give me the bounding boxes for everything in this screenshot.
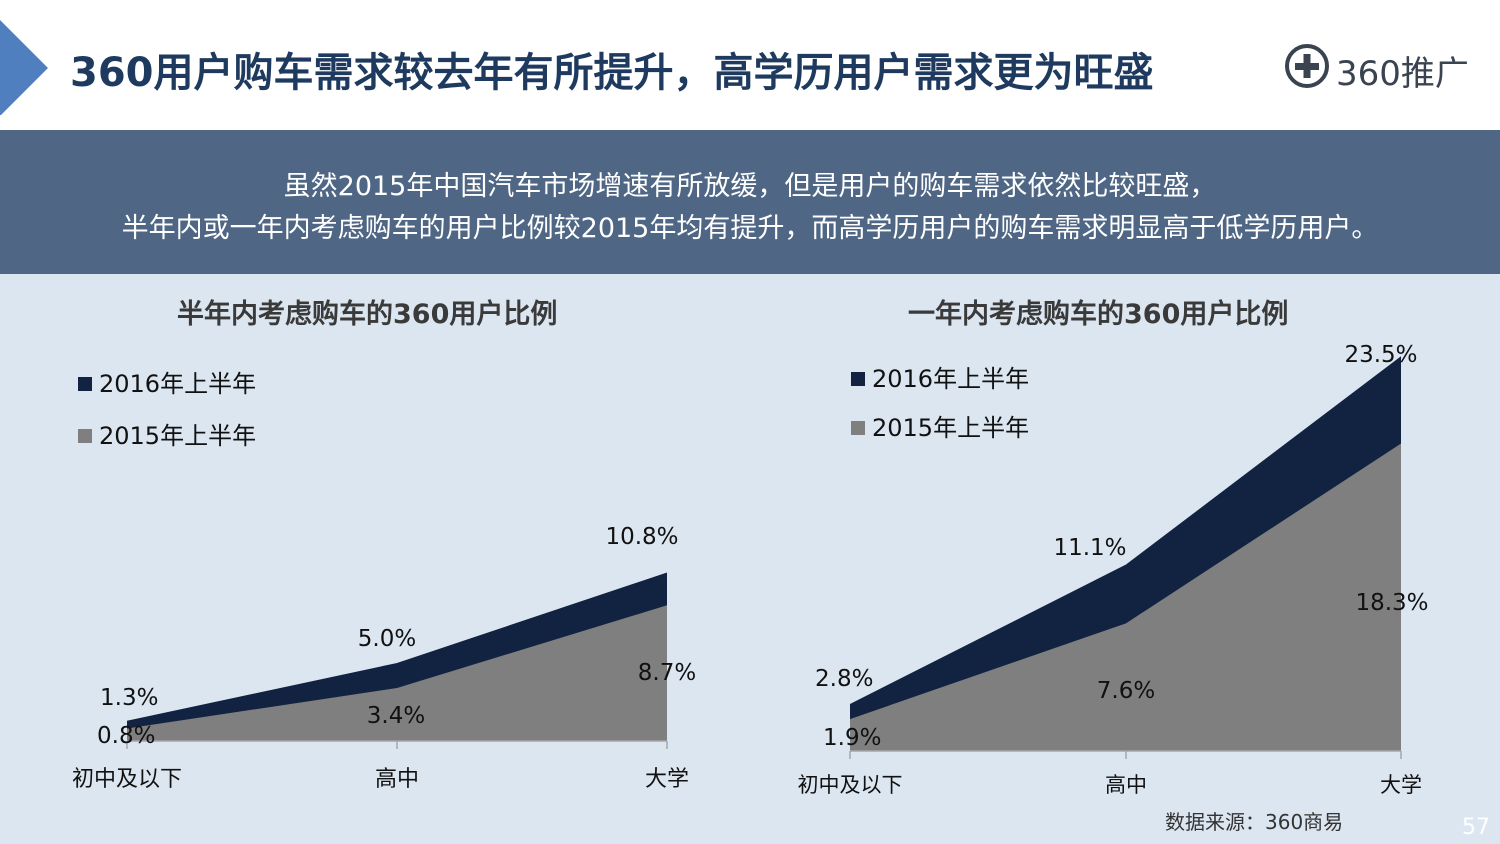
category-label-chart-2: 高中: [1105, 773, 1147, 797]
logo-plus-icon: [1285, 44, 1329, 88]
category-label-chart-1: 初中及以下: [72, 767, 182, 792]
summary-line-1: 虽然2015年中国汽车市场增速有所放缓，但是用户的购车需求依然比较旺盛，: [283, 171, 1217, 202]
summary-banner: 虽然2015年中国汽车市场增速有所放缓，但是用户的购车需求依然比较旺盛， 半年内…: [0, 130, 1500, 274]
logo: 360推广: [1282, 40, 1482, 94]
header: 360用户购车需求较去年有所提升，高学历用户需求更为旺盛 360推广: [0, 0, 1500, 130]
page-title: 360用户购车需求较去年有所提升，高学历用户需求更为旺盛: [70, 50, 1154, 96]
data-label-2015-chart-2: 7.6%: [1097, 678, 1155, 704]
legend-label-chart-2: 2015年上半年: [872, 414, 1029, 442]
data-source: 数据来源：360商易: [1165, 810, 1344, 834]
legend-swatch-chart-1: [78, 377, 92, 391]
legend-swatch-chart-2: [851, 421, 865, 435]
page-number: 57: [1462, 815, 1490, 840]
area-series-2015-chart-1: [127, 605, 667, 741]
chart-title-one-year: 一年内考虑购车的360用户比例: [908, 299, 1289, 330]
legend-swatch-chart-1: [78, 429, 92, 443]
data-label-2015-chart-1: 8.7%: [638, 660, 696, 686]
data-label-2015-chart-1: 3.4%: [367, 703, 425, 729]
data-label-2016-chart-1: 5.0%: [358, 626, 416, 652]
data-label-2016-chart-2: 2.8%: [815, 666, 873, 692]
legend-label-chart-2: 2016年上半年: [872, 365, 1029, 393]
area-series-2015-chart-2: [850, 443, 1401, 751]
data-label-2015-chart-2: 1.9%: [823, 725, 881, 751]
logo-text: 360推广: [1336, 54, 1469, 94]
legend-label-chart-1: 2016年上半年: [99, 370, 256, 398]
header-arrow-icon: [0, 20, 48, 115]
data-label-2016-chart-1: 10.8%: [605, 524, 678, 550]
data-label-2016-chart-2: 11.1%: [1053, 535, 1126, 561]
category-label-chart-1: 高中: [375, 767, 419, 792]
data-label-2016-chart-2: 23.5%: [1344, 342, 1417, 368]
data-label-2015-chart-1: 0.8%: [97, 723, 155, 749]
legend-swatch-chart-2: [851, 372, 865, 386]
category-label-chart-1: 大学: [645, 767, 689, 792]
chart-title-half-year: 半年内考虑购车的360用户比例: [177, 299, 558, 330]
summary-line-2: 半年内或一年内考虑购车的用户比例较2015年均有提升，而高学历用户的购车需求明显…: [121, 213, 1379, 244]
legend-label-chart-1: 2015年上半年: [99, 422, 256, 450]
category-label-chart-2: 大学: [1380, 773, 1422, 797]
data-label-2015-chart-2: 18.3%: [1355, 590, 1428, 616]
data-label-2016-chart-1: 1.3%: [100, 685, 158, 711]
category-label-chart-2: 初中及以下: [798, 773, 903, 797]
